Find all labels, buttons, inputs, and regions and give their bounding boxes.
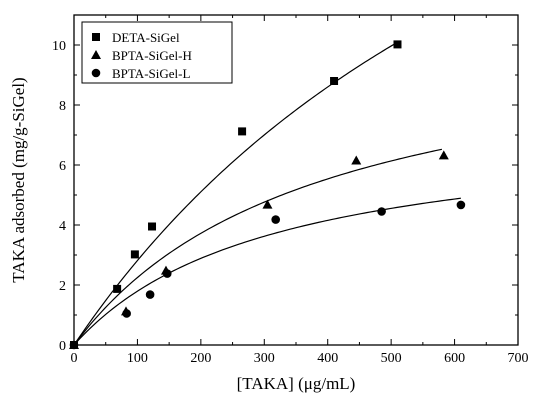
data-point [438,150,449,160]
y-tick-label: 10 [52,39,66,54]
data-point [130,250,139,259]
y-tick-label: 4 [59,219,66,234]
data-point [330,77,339,85]
x-tick-label: 600 [444,351,465,366]
data-point [145,290,155,299]
plot-area [69,40,466,350]
y-axis-title: TAKA adsorbed (mg/g-SiGel) [9,77,28,282]
data-point [271,215,281,224]
data-point [393,40,402,49]
fit-curve [73,148,443,346]
x-axis-title: [TAKA] (μg/mL) [237,374,356,393]
legend-label: BPTA-SiGel-H [112,48,192,63]
y-tick-label: 6 [59,159,66,174]
fit-curve [73,197,461,346]
legend-marker [91,68,101,78]
data-point [238,127,247,136]
legend-marker [92,33,100,41]
data-point [456,200,466,210]
y-tick-label: 0 [59,339,66,354]
data-point [113,284,122,293]
legend: DETA-SiGel BPTA-SiGel-H BPTA-SiGel-L [81,21,233,84]
data-point [122,309,131,318]
fit-curve [73,41,398,346]
data-point [162,269,172,278]
data-point [148,222,157,231]
legend-label: BPTA-SiGel-L [112,66,190,81]
x-tick-label: 200 [190,351,211,366]
legend-marker [91,50,101,59]
legend-box [81,21,233,84]
data-point [377,207,386,216]
data-point [262,199,273,209]
data-point [351,155,362,165]
series-bpta-sigel-l [69,197,466,350]
legend-label: DETA-SiGel [112,30,180,45]
y-tick-label: 2 [59,279,66,294]
y-tick-label: 8 [59,99,66,114]
x-tick-label: 0 [71,351,78,366]
series-bpta-sigel-h [69,148,449,349]
x-tick-label: 700 [508,351,529,366]
axes: 0 100 200 300 400 500 600 700 0 2 4 6 8 10 [52,14,529,366]
x-tick-label: 100 [127,351,148,366]
x-tick-label: 400 [317,351,338,366]
x-tick-label: 500 [381,351,402,366]
x-tick-label: 300 [254,351,275,366]
